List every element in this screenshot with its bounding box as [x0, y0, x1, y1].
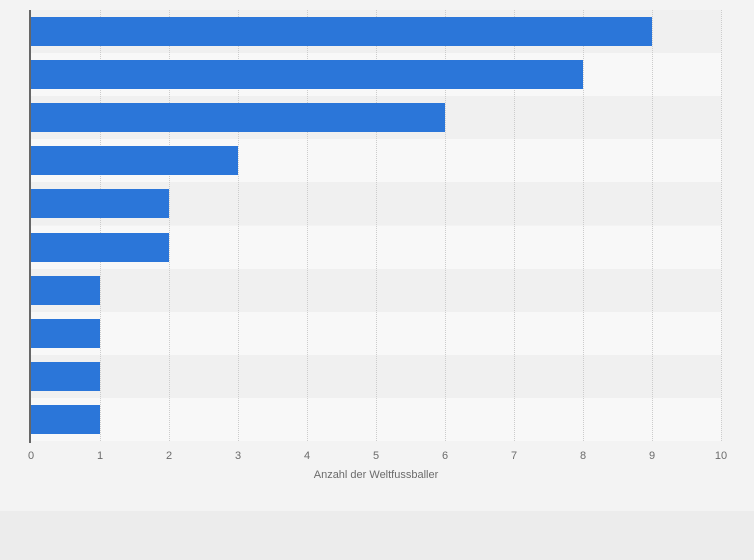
- x-tick-label: 6: [441, 450, 449, 462]
- gridline: [445, 10, 446, 441]
- x-tick-label: 0: [27, 450, 35, 462]
- bar[interactable]: [31, 60, 583, 90]
- x-tick-label: 3: [234, 450, 242, 462]
- bar[interactable]: [31, 404, 100, 434]
- bar[interactable]: [31, 103, 445, 133]
- gridline: [721, 10, 722, 441]
- bar[interactable]: [31, 17, 652, 46]
- gridline: [514, 10, 515, 441]
- x-tick-label: 1: [96, 450, 104, 462]
- bar[interactable]: [31, 232, 169, 262]
- y-axis-line: [29, 10, 31, 443]
- gridline: [652, 10, 653, 441]
- gridline: [169, 10, 170, 441]
- gridline: [307, 10, 308, 441]
- bar[interactable]: [31, 361, 100, 391]
- x-tick-label: 9: [648, 450, 656, 462]
- gridline: [238, 10, 239, 441]
- gridline: [100, 10, 101, 441]
- x-tick-label: 5: [372, 450, 380, 462]
- x-tick-label: 8: [579, 450, 587, 462]
- plot-area: [29, 10, 722, 443]
- bar[interactable]: [31, 275, 100, 305]
- bar[interactable]: [31, 318, 100, 348]
- bar[interactable]: [31, 189, 169, 219]
- bar[interactable]: [31, 146, 238, 176]
- bar-chart: 0 1 2 3 4 5 6 7 8 9 10 Anzahl der Weltfussballer: [27, 10, 728, 481]
- x-tick-label: 7: [510, 450, 518, 462]
- x-tick-label: 10: [714, 450, 728, 462]
- x-tick-label: 2: [165, 450, 173, 462]
- x-tick-label: 4: [303, 450, 311, 462]
- gridline: [376, 10, 377, 441]
- x-axis-title: Anzahl der Weltfussballer: [313, 469, 439, 481]
- gridline: [583, 10, 584, 441]
